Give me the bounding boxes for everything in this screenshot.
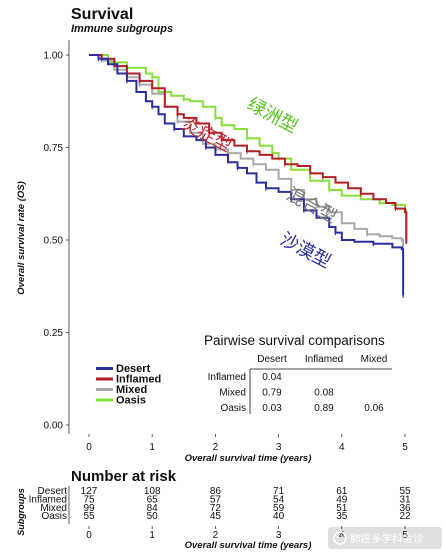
risk-cell: 71 <box>273 486 285 497</box>
watermark-text: 肺癌多学科会诊 <box>350 532 424 545</box>
y-tick-label: 0.75 <box>44 143 64 154</box>
chart-subtitle: Immune subgroups <box>71 23 173 35</box>
risk-table: Number at risk Subgroups Desert 127 108 86 7… <box>16 468 411 551</box>
risk-cell: 55 <box>83 511 95 522</box>
risk-row-label: Desert <box>38 486 68 497</box>
risk-x-tick-label: 4 <box>339 530 345 541</box>
y-tick-label: 0.25 <box>44 328 64 339</box>
x-tick-label: 1 <box>149 442 155 453</box>
risk-x-ticks: 0 1 2 3 4 5 <box>86 526 408 541</box>
risk-cell: 36 <box>399 503 411 514</box>
legend-label-mixed: Mixed <box>116 384 147 396</box>
x-axis-label: Overall survival time (years) <box>185 453 312 464</box>
x-ticks: 0 1 2 3 4 5 <box>86 434 408 453</box>
risk-cell: 31 <box>399 494 411 505</box>
annotation-oasis: 绿洲型 <box>244 94 302 138</box>
risk-x-tick-label: 1 <box>149 530 155 541</box>
risk-cell: 57 <box>210 494 222 505</box>
risk-title: Number at risk <box>71 468 177 485</box>
risk-cell: 86 <box>210 486 222 497</box>
risk-cell: 84 <box>147 503 159 514</box>
risk-cell: 75 <box>83 494 95 505</box>
curve-inflamed <box>89 54 408 244</box>
risk-cell: 35 <box>336 511 348 522</box>
risk-x-tick-label: 3 <box>276 530 282 541</box>
risk-row-label: Oasis <box>41 511 67 522</box>
risk-x-label: Overall survival time (years) <box>185 540 312 551</box>
risk-cell: 45 <box>210 511 222 522</box>
risk-row-label: Inflamed <box>29 494 67 505</box>
pairwise-cell: 0.04 <box>262 372 282 383</box>
main-plot: 0.00 0.25 0.50 0.75 1.00 0 1 2 3 4 5 Overall surv… <box>16 40 408 464</box>
risk-x-tick-label: 2 <box>213 530 219 541</box>
pairwise-col-header: Inflamed <box>305 354 343 365</box>
legend-label-oasis: Oasis <box>116 395 146 407</box>
watermark-bg <box>328 527 442 549</box>
risk-cell: 61 <box>336 486 348 497</box>
risk-cell: 50 <box>147 511 159 522</box>
y-axis-label: Overall survival rate (OS) <box>16 181 27 295</box>
risk-cell: 108 <box>144 486 161 497</box>
legend-label-desert: Desert <box>116 363 151 375</box>
x-tick-label: 3 <box>276 442 282 453</box>
annotation-desert: 沙漠型 <box>277 229 335 273</box>
x-tick-label: 5 <box>402 442 408 453</box>
risk-cell: 65 <box>147 494 159 505</box>
risk-cell: 49 <box>336 494 348 505</box>
pairwise-title: Pairwise survival comparisons <box>204 333 385 348</box>
watermark: 肺癌多学科会诊 <box>328 527 442 549</box>
risk-cell: 127 <box>81 486 98 497</box>
risk-cell: 51 <box>336 503 348 514</box>
risk-cell: 59 <box>273 503 285 514</box>
legend-label-inflamed: Inflamed <box>116 374 161 386</box>
survival-curves <box>89 54 408 298</box>
risk-x-tick-label: 0 <box>86 530 92 541</box>
pairwise-row-label: Mixed <box>219 388 246 399</box>
x-tick-label: 4 <box>339 442 345 453</box>
pairwise-cell: 0.06 <box>364 403 384 414</box>
risk-cell: 22 <box>399 511 411 522</box>
y-tick-label: 0.00 <box>44 421 64 432</box>
curve-desert <box>89 54 405 296</box>
risk-cell: 40 <box>273 511 285 522</box>
pairwise-cell: 0.03 <box>262 403 282 414</box>
y-ticks: 0.00 0.25 0.50 0.75 1.00 <box>44 51 69 432</box>
risk-cell: 55 <box>399 486 411 497</box>
x-tick-label: 2 <box>213 442 219 453</box>
wechat-icon <box>333 531 347 545</box>
annotation-inflamed: 炎症型 <box>178 113 236 157</box>
risk-cell: 72 <box>210 503 222 514</box>
x-tick-label: 0 <box>86 442 92 453</box>
y-tick-label: 1.00 <box>44 51 64 62</box>
risk-cell: 54 <box>273 494 285 505</box>
risk-x-tick-label: 5 <box>402 530 408 541</box>
risk-y-label: Subgroups <box>16 488 26 536</box>
wechat-icon-eye-right <box>341 536 344 538</box>
risk-row-label: Mixed <box>40 503 67 514</box>
pairwise-cell: 0.79 <box>262 388 282 399</box>
pairwise-cell: 0.89 <box>314 403 334 414</box>
pairwise-row-label: Oasis <box>220 403 246 414</box>
pairwise-cell: 0.08 <box>314 388 334 399</box>
wechat-icon-eye-left <box>336 536 339 538</box>
curve-oasis <box>89 54 408 240</box>
y-tick-label: 0.50 <box>44 236 64 247</box>
pairwise-col-header: Desert <box>257 354 287 365</box>
risk-rows: Desert 127 108 86 71 61 55 Inflamed 75 65 57 54 49 31… <box>29 486 411 522</box>
pairwise-comparison-table: Pairwise survival comparisons Desert Infl… <box>204 333 392 414</box>
pairwise-col-header: Mixed <box>361 354 388 365</box>
pairwise-row-label: Inflamed <box>208 372 246 383</box>
chart-title: Survival <box>71 6 133 23</box>
risk-cell: 99 <box>83 503 95 514</box>
